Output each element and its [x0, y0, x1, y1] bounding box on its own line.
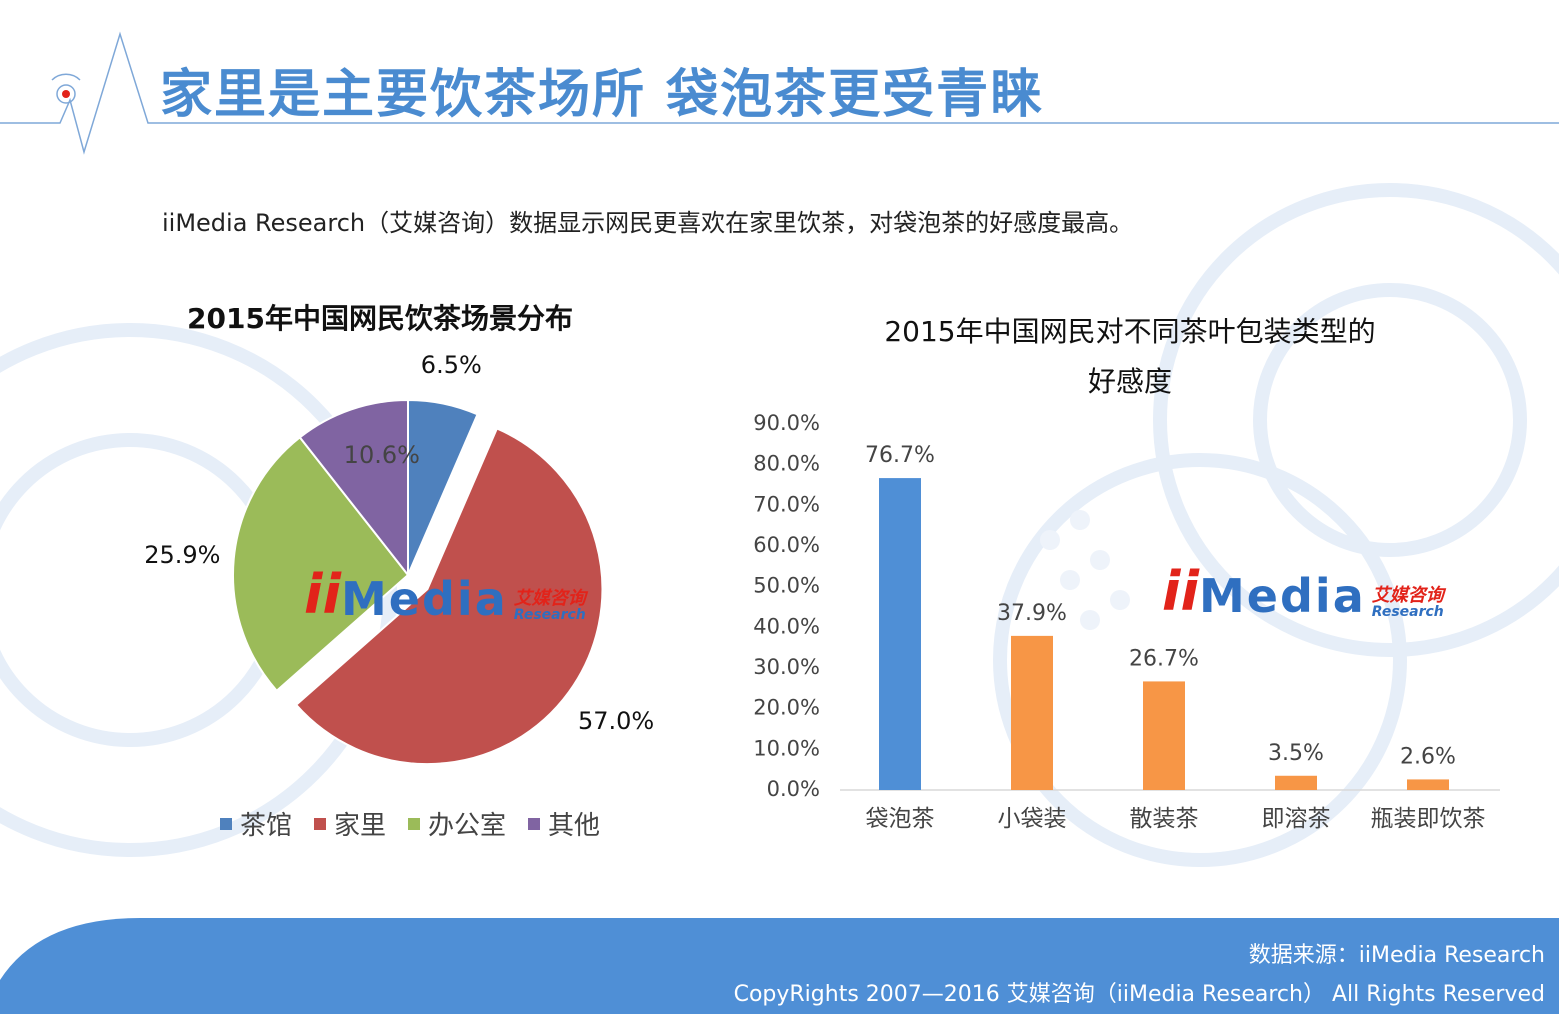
- legend-swatch: [408, 817, 421, 830]
- x-tick-label: 散装茶: [1130, 806, 1199, 832]
- legend-item-other: 其他: [528, 805, 600, 842]
- footer-band: [0, 918, 1559, 1014]
- y-tick-label: 20.0%: [753, 696, 820, 720]
- bar-0: [879, 478, 921, 790]
- y-tick-label: 40.0%: [753, 614, 820, 638]
- x-tick-label: 瓶装即饮茶: [1371, 806, 1486, 832]
- legend-swatch: [528, 817, 541, 830]
- legend-item-teahouse: 茶馆: [220, 805, 292, 842]
- pie-label-other: 10.6%: [344, 441, 420, 469]
- pie-chart-title: 2015年中国网民饮茶场景分布: [187, 302, 573, 335]
- bar-chart-title-line1: 2015年中国网民对不同茶叶包装类型的: [884, 315, 1376, 348]
- legend-swatch: [314, 817, 327, 830]
- bar-value-label: 26.7%: [1129, 646, 1199, 671]
- pie-legend: 茶馆 家里 办公室 其他: [220, 805, 600, 842]
- bar-value-label: 2.6%: [1400, 744, 1456, 769]
- logo-en: Research: [1371, 604, 1444, 620]
- y-tick-label: 60.0%: [753, 533, 820, 557]
- pie-label-home: 57.0%: [578, 707, 654, 735]
- y-tick-label: 50.0%: [753, 574, 820, 598]
- logo-en: Research: [513, 607, 586, 623]
- legend-swatch: [220, 817, 232, 830]
- bar-chart-title: 2015年中国网民对不同茶叶包装类型的 好感度: [860, 307, 1400, 407]
- logo-ii: ii: [304, 563, 342, 626]
- y-tick-label: 30.0%: [753, 655, 820, 679]
- y-tick-label: 90.0%: [753, 411, 820, 435]
- pie-slice-other: [298, 398, 409, 578]
- bar-3: [1275, 775, 1317, 790]
- legend-label: 其他: [548, 811, 601, 841]
- y-tick-label: 0.0%: [767, 777, 820, 801]
- pie-chart: 6.5% 57.0% 25.9% 10.6%: [144, 351, 654, 766]
- bar-value-label: 76.7%: [865, 443, 935, 468]
- legend-item-home: 家里: [314, 805, 386, 842]
- x-tick-label: 小袋装: [998, 806, 1067, 832]
- x-tick-label: 袋泡茶: [866, 806, 935, 832]
- logo-ii: ii: [1162, 560, 1200, 623]
- logo-media: Media: [1199, 569, 1366, 623]
- bar-2: [1143, 681, 1185, 790]
- pie-label-office: 25.9%: [144, 541, 220, 569]
- bar-chart-title-line2: 好感度: [1087, 365, 1172, 398]
- bar-value-label: 37.9%: [997, 601, 1067, 626]
- y-tick-label: 10.0%: [753, 736, 820, 760]
- footer-copyright: CopyRights 2007—2016 艾媒咨询（iiMedia Resear…: [733, 982, 1545, 1007]
- pie-slice-home: [294, 427, 604, 766]
- x-tick-label: 即溶茶: [1262, 806, 1331, 832]
- legend-label: 办公室: [428, 811, 507, 841]
- bar-value-label: 3.5%: [1268, 741, 1324, 766]
- legend-label: 茶馆: [240, 811, 293, 841]
- legend-label: 家里: [334, 811, 387, 841]
- logo-media: Media: [341, 572, 508, 626]
- bar-chart: 0.0% 10.0% 20.0% 30.0% 40.0% 50.0% 60.0% 70.0% 8…: [753, 411, 1500, 832]
- pie-label-teahouse: 6.5%: [421, 351, 482, 379]
- pie-slice-office: [232, 435, 410, 693]
- logo-watermark-pie: ii Media 艾媒咨询 Research: [304, 563, 586, 626]
- bar-1: [1011, 635, 1053, 790]
- logo-watermark-bar: ii Media 艾媒咨询 Research: [1162, 560, 1444, 623]
- bar-4: [1407, 779, 1449, 790]
- y-tick-label: 80.0%: [753, 452, 820, 476]
- footer-source: 数据来源：iiMedia Research: [1248, 943, 1545, 968]
- logo-cn: 艾媒咨询: [1371, 585, 1444, 606]
- y-tick-label: 70.0%: [753, 492, 820, 516]
- legend-item-office: 办公室: [408, 805, 506, 842]
- logo-cn: 艾媒咨询: [513, 588, 586, 609]
- header-decoration: [0, 31, 1559, 155]
- page-subtitle: iiMedia Research（艾媒咨询）数据显示网民更喜欢在家里饮茶，对袋泡…: [162, 209, 1134, 237]
- page-title: 家里是主要饮茶场所 袋泡茶更受青睐: [160, 65, 1045, 125]
